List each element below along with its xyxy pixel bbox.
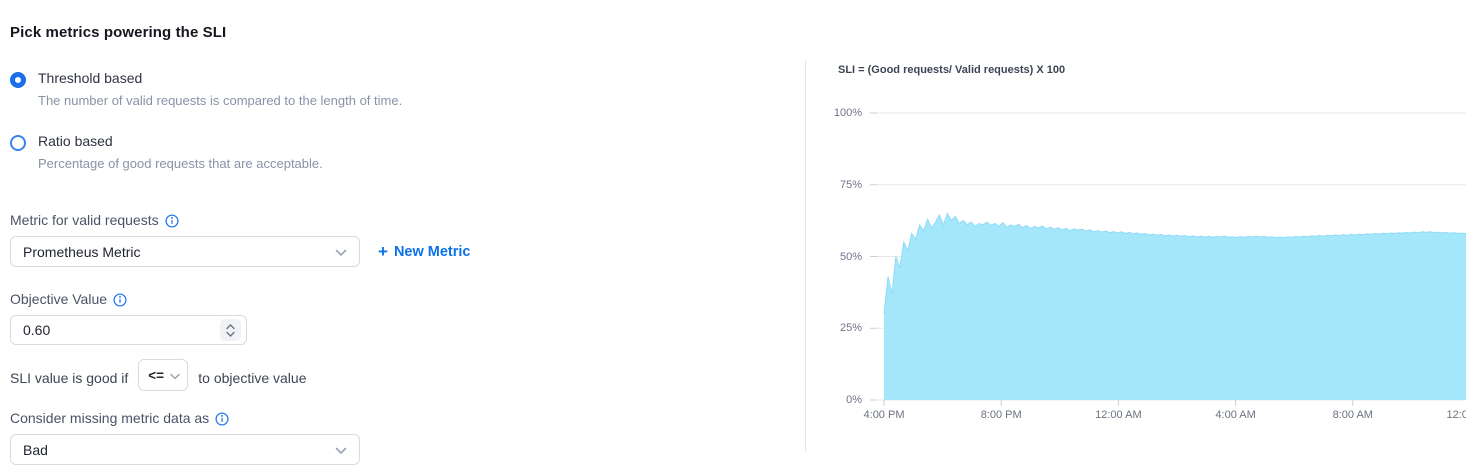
y-axis-tick-label: 100%	[833, 107, 862, 119]
ratio-based-description: Percentage of good requests that are acc…	[38, 156, 323, 171]
number-stepper[interactable]	[220, 319, 241, 341]
chevron-down-icon	[335, 244, 347, 260]
x-axis-tick-label: 8:00 PM	[980, 409, 1022, 421]
objective-value-text: 0.60	[23, 322, 51, 338]
objective-value-input[interactable]: 0.60	[10, 315, 247, 345]
threshold-based-label: Threshold based	[38, 70, 143, 86]
ratio-based-radio[interactable]	[10, 135, 26, 151]
sli-config-form: Pick metrics powering the SLI Threshold …	[10, 0, 790, 465]
info-icon[interactable]	[113, 292, 127, 307]
info-icon[interactable]	[165, 213, 179, 228]
radio-option-threshold-based[interactable]: Threshold based The number of valid requ…	[10, 70, 790, 108]
page-title: Pick metrics powering the SLI	[10, 24, 227, 41]
threshold-based-radio[interactable]	[10, 72, 26, 88]
missing-data-select[interactable]: Bad	[10, 434, 360, 465]
x-axis-tick-label: 12:00 PM	[1446, 409, 1466, 421]
missing-metric-data-label-text: Consider missing metric data as	[10, 410, 210, 426]
missing-data-value: Bad	[23, 441, 48, 458]
x-axis-tick-label: 4:00 AM	[1215, 409, 1256, 421]
valid-requests-metric-select[interactable]: Prometheus Metric	[10, 236, 360, 267]
x-axis-tick-label: 4:00 PM	[863, 409, 905, 421]
info-icon[interactable]	[215, 411, 229, 426]
chevron-down-icon	[335, 442, 347, 458]
comparator-suffix-text: to objective value	[198, 370, 307, 386]
chevron-down-icon	[170, 368, 181, 383]
sli-chart-title: SLI = (Good requests/ Valid requests) X …	[838, 64, 1066, 76]
threshold-based-description: The number of valid requests is compared…	[38, 93, 403, 108]
valid-requests-metric-value: Prometheus Metric	[23, 243, 141, 260]
y-axis-tick-label: 25%	[839, 322, 862, 335]
metric-for-valid-requests-label: Metric for valid requests	[10, 212, 790, 228]
sli-area-chart	[870, 112, 1466, 406]
comparator-operator-value: <=	[148, 367, 165, 383]
new-metric-button-label: New Metric	[393, 243, 471, 260]
y-axis-tick-label: 0%	[846, 394, 862, 406]
comparator-prefix-text: SLI value is good if	[10, 370, 129, 386]
vertical-divider	[805, 60, 806, 452]
y-axis-tick-label: 75%	[839, 178, 862, 191]
radio-option-ratio-based[interactable]: Ratio based Percentage of good requests …	[10, 133, 790, 171]
x-axis-tick-label: 8:00 AM	[1332, 409, 1373, 421]
ratio-based-label: Ratio based	[38, 133, 113, 149]
x-axis-tick-label: 12:00 AM	[1095, 409, 1142, 421]
new-metric-button[interactable]: + New Metric	[378, 241, 471, 261]
y-axis-tick-label: 50%	[839, 250, 862, 263]
objective-value-label-text: Objective Value	[10, 291, 108, 307]
missing-metric-data-label: Consider missing metric data as	[10, 410, 790, 426]
comparator-row: SLI value is good if <= to objective val…	[10, 359, 790, 394]
comparator-operator-select[interactable]: <=	[138, 359, 189, 391]
metric-for-valid-requests-label-text: Metric for valid requests	[10, 212, 159, 228]
plus-icon: +	[378, 241, 388, 261]
objective-value-label: Objective Value	[10, 291, 790, 307]
